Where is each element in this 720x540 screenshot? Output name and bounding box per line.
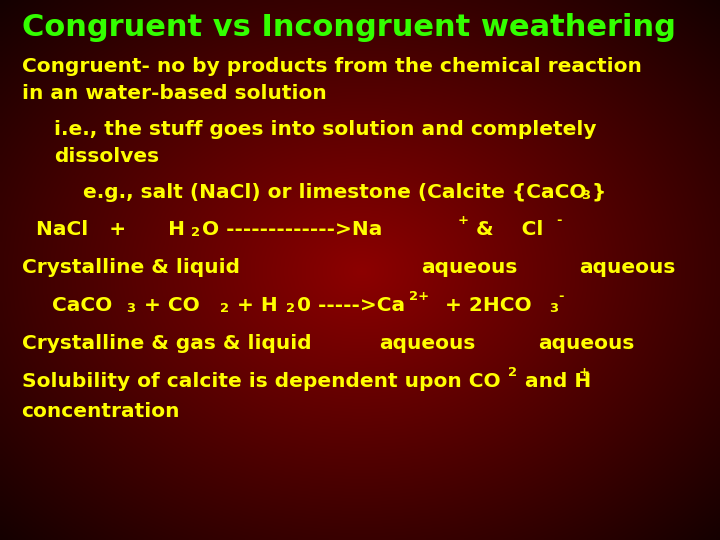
Text: aqueous: aqueous	[421, 258, 518, 277]
Text: aqueous: aqueous	[580, 258, 676, 277]
Text: 3: 3	[549, 302, 557, 315]
Text: Congruent- no by products from the chemical reaction: Congruent- no by products from the chemi…	[22, 57, 642, 76]
Text: NaCl   +      H: NaCl + H	[36, 220, 185, 239]
Text: and H: and H	[518, 372, 592, 390]
Text: O ------------->Na: O ------------->Na	[202, 220, 382, 239]
Text: in an water-based solution: in an water-based solution	[22, 84, 326, 103]
Text: }: }	[592, 183, 606, 201]
Text: aqueous: aqueous	[539, 334, 635, 353]
Text: Crystalline & liquid: Crystalline & liquid	[22, 258, 240, 277]
Text: CaCO: CaCO	[52, 296, 112, 315]
Text: 2: 2	[220, 302, 229, 315]
Text: Congruent vs Incongruent weathering: Congruent vs Incongruent weathering	[22, 14, 675, 43]
Text: -: -	[559, 290, 564, 303]
Text: dissolves: dissolves	[54, 147, 159, 166]
Text: 2: 2	[508, 366, 518, 379]
Text: 3: 3	[581, 189, 590, 202]
Text: 0 ----->Ca: 0 ----->Ca	[297, 296, 405, 315]
Text: e.g., salt (NaCl) or limestone (Calcite {CaCO: e.g., salt (NaCl) or limestone (Calcite …	[83, 183, 586, 201]
Text: + 2HCO: + 2HCO	[431, 296, 531, 315]
Text: +: +	[578, 366, 589, 379]
Text: &    Cl: & Cl	[469, 220, 543, 239]
Text: Solubility of calcite is dependent upon CO: Solubility of calcite is dependent upon …	[22, 372, 500, 390]
Text: i.e., the stuff goes into solution and completely: i.e., the stuff goes into solution and c…	[54, 120, 596, 139]
Text: + CO: + CO	[137, 296, 199, 315]
Text: 2: 2	[286, 302, 295, 315]
Text: +: +	[458, 214, 469, 227]
Text: -: -	[557, 214, 562, 227]
Text: + H: + H	[230, 296, 278, 315]
Text: aqueous: aqueous	[379, 334, 476, 353]
Text: 3: 3	[126, 302, 135, 315]
Text: Crystalline & gas & liquid: Crystalline & gas & liquid	[22, 334, 311, 353]
Text: concentration: concentration	[22, 402, 180, 421]
Text: 2+: 2+	[409, 290, 429, 303]
Text: 2: 2	[191, 226, 200, 239]
